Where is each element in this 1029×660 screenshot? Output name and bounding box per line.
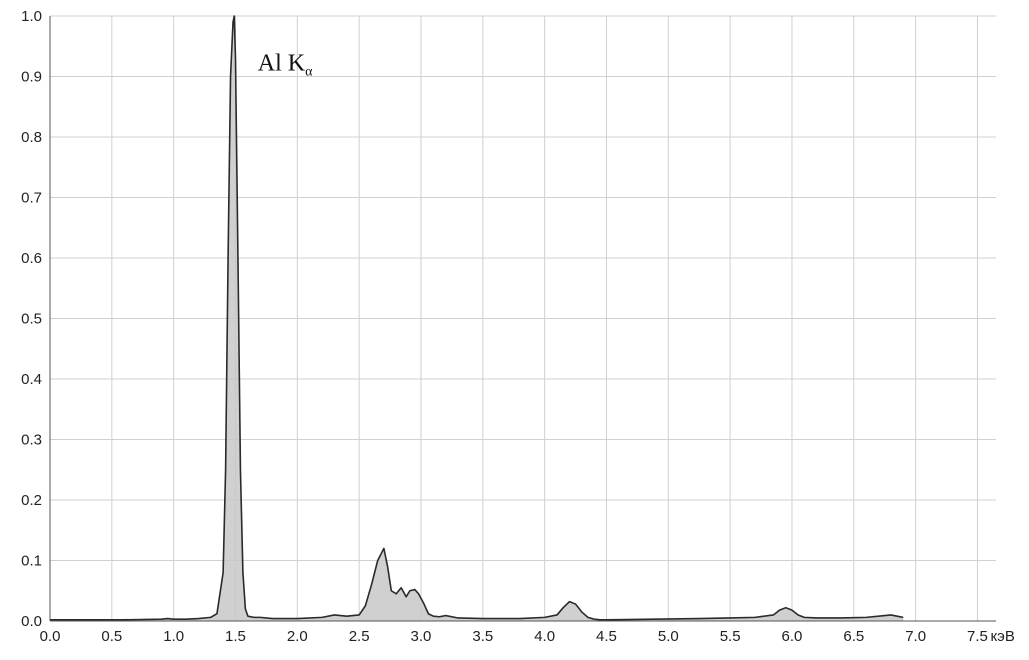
x-tick-label: 2.0	[287, 628, 308, 645]
x-tick-label: 4.5	[596, 628, 617, 645]
axes-layer	[49, 16, 996, 622]
x-tick-label: 7.5	[967, 628, 988, 645]
series-layer	[50, 15, 904, 621]
x-tick-label: 6.0	[782, 628, 803, 645]
x-tick-label: 1.0	[163, 628, 184, 645]
x-tick-label: 7.0	[905, 628, 926, 645]
x-tick-label: 3.5	[472, 628, 493, 645]
y-tick-label: 0.0	[21, 613, 42, 630]
y-tick-label: 0.5	[21, 311, 42, 328]
x-unit-label: кэВ	[990, 628, 1014, 645]
x-tick-label: 3.0	[411, 628, 432, 645]
x-tick-label: 5.0	[658, 628, 679, 645]
spectrum-line	[50, 15, 904, 621]
y-tick-label: 0.1	[21, 553, 42, 570]
y-tick-label: 0.7	[21, 190, 42, 207]
tick-labels-layer: 0.0 0.5 1.0 1.5 2.0 2.5 3.0 3.5 4.0 4.5 5.0 5.5 6.0 6…	[21, 8, 1015, 645]
x-tick-label: 5.5	[720, 628, 741, 645]
y-tick-label: 0.8	[21, 129, 42, 146]
peak-annotation-subscript: α	[305, 64, 313, 79]
x-tick-label: 0.0	[40, 628, 61, 645]
grid-layer	[49, 15, 996, 622]
x-tick-label: 4.0	[534, 628, 555, 645]
peak-annotation-main: Al K	[258, 50, 306, 76]
x-tick-label: 0.5	[101, 628, 122, 645]
y-tick-label: 0.2	[21, 492, 42, 509]
x-tick-label: 1.5	[225, 628, 246, 645]
y-tick-label: 0.6	[21, 250, 42, 267]
y-tick-label: 0.4	[21, 371, 42, 388]
peak-annotation: Al Kα	[258, 50, 313, 79]
x-tick-label: 6.5	[843, 628, 864, 645]
y-tick-label: 0.9	[21, 69, 42, 86]
y-tick-label: 1.0	[21, 8, 42, 25]
x-tick-label: 2.5	[349, 628, 370, 645]
y-tick-label: 0.3	[21, 432, 42, 449]
